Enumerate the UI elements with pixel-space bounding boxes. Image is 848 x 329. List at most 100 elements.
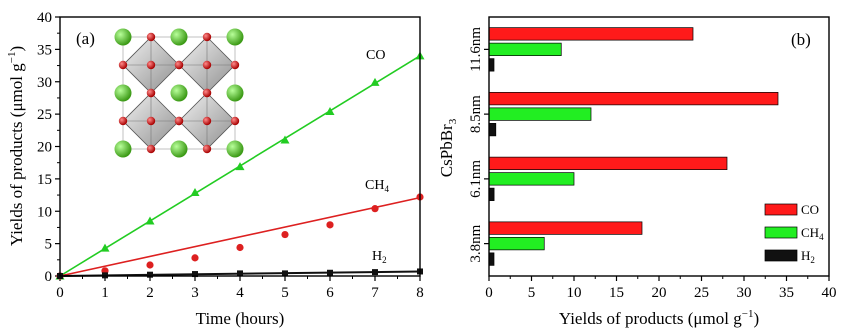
- x-tick-label: 0: [56, 285, 64, 301]
- panel-a-y-axis-title: Yields of products (μmol g−1): [6, 46, 26, 246]
- category-label: 3.8nm: [468, 224, 484, 262]
- series-label-h2: H2: [372, 249, 387, 265]
- bar: [488, 92, 779, 106]
- x-tick-label: 4: [236, 285, 244, 301]
- panel-b-bars: [488, 27, 779, 266]
- data-point: [192, 271, 198, 278]
- x-tick-label: 15: [609, 285, 624, 301]
- data-point: [237, 270, 243, 277]
- legend-label-h2: H2: [801, 248, 815, 265]
- red-atom: [230, 60, 240, 70]
- data-point: [146, 261, 154, 269]
- series-label-co: CO: [366, 48, 385, 63]
- x-tick-label: 20: [652, 285, 667, 301]
- data-point: [100, 243, 110, 252]
- fit-line: [59, 196, 421, 277]
- green-atom: [170, 28, 188, 46]
- x-tick-label: 3: [191, 285, 199, 301]
- data-point: [236, 243, 244, 252]
- bar: [488, 42, 562, 56]
- x-tick-label: 8: [416, 285, 424, 301]
- red-atom: [202, 60, 212, 70]
- x-tick-label: 30: [737, 285, 752, 301]
- crystal-structure-inset: [114, 28, 244, 158]
- green-atom: [226, 140, 244, 158]
- x-tick-label: 7: [371, 285, 379, 301]
- green-atom: [114, 140, 132, 158]
- red-atom: [146, 88, 156, 98]
- green-atom: [114, 28, 132, 46]
- y-tick-label: 30: [37, 75, 52, 91]
- x-tick-label: 40: [822, 285, 837, 301]
- panel-a-plot-frame: [59, 16, 421, 277]
- panel-b-x-axis-title: Yields of products (μmol g−1): [559, 308, 759, 328]
- red-atom: [202, 116, 212, 126]
- legend-swatch-ch4: [764, 226, 798, 239]
- y-tick-label: 20: [37, 140, 52, 156]
- red-atom: [146, 32, 156, 42]
- data-point: [371, 205, 379, 213]
- data-point: [370, 77, 380, 86]
- data-point: [190, 187, 200, 196]
- green-atom: [226, 84, 244, 102]
- green-atom: [170, 140, 188, 158]
- category-label: 11.6nm: [468, 27, 484, 72]
- category-label: 6.1nm: [468, 160, 484, 198]
- data-point: [280, 135, 290, 144]
- x-tick-label: 6: [326, 285, 334, 301]
- panel-b-label: (b): [791, 30, 811, 49]
- red-atom: [146, 144, 156, 154]
- x-tick-label: 35: [779, 285, 794, 301]
- x-tick-label: 5: [281, 285, 289, 301]
- data-point: [325, 107, 335, 116]
- panel-b-category-labels: 3.8nm 6.1nm 8.5nm 11.6nm: [468, 27, 484, 263]
- panel-b-plot-frame: [488, 16, 830, 277]
- bar: [488, 58, 495, 72]
- red-atom: [174, 60, 184, 70]
- panel-b-y-axis-title: CsPbBr3: [437, 118, 459, 177]
- series-label-ch4: CH4: [365, 178, 389, 194]
- red-atom: [174, 116, 184, 126]
- y-tick-label: 40: [37, 10, 52, 26]
- x-tick-label: 0: [485, 285, 493, 301]
- red-atom: [202, 144, 212, 154]
- data-point: [282, 270, 288, 277]
- data-point: [145, 216, 155, 225]
- y-tick-label: 5: [45, 237, 53, 253]
- red-atom: [146, 116, 156, 126]
- data-point: [235, 162, 245, 171]
- panel-a-x-axis-title: Time (hours): [196, 309, 285, 328]
- legend-label-ch4: CH4: [801, 225, 824, 242]
- legend-swatch-h2: [764, 249, 798, 262]
- panel-b-legend: CO CH4 H2: [764, 202, 824, 265]
- x-tick-label: 10: [567, 285, 582, 301]
- panel-b-x-tick-labels: 0 5 10 15 20 25 30 35 40: [485, 285, 836, 301]
- panel-a-x-tick-labels: 0 1 2 3 4 5 6 7 8: [56, 285, 424, 301]
- data-point: [281, 230, 289, 239]
- y-tick-label: 25: [37, 107, 52, 123]
- panel-b: 0 5 10 15 20 25 30 35 40 3.8nm 6.1nm 8.5nm 11.6nm (…: [437, 16, 837, 328]
- bar: [488, 237, 545, 251]
- bar: [488, 221, 643, 235]
- red-atom: [146, 60, 156, 70]
- panel-a-y-tick-labels: 0 5 10 15 20 25 30 35 40: [37, 10, 52, 285]
- bar: [488, 252, 495, 266]
- panel-a-series-labels: CO CH4 H2: [365, 48, 389, 265]
- x-tick-label: 5: [528, 285, 536, 301]
- x-tick-label: 25: [694, 285, 709, 301]
- x-tick-label: 1: [101, 285, 109, 301]
- y-tick-label: 0: [45, 269, 53, 285]
- bar: [488, 123, 497, 137]
- data-point: [147, 271, 153, 278]
- red-atom: [118, 116, 128, 126]
- red-atom: [202, 32, 212, 42]
- bar: [488, 156, 728, 170]
- data-point: [326, 221, 334, 229]
- bar: [488, 187, 495, 201]
- red-atom: [202, 88, 212, 98]
- red-atom: [230, 116, 240, 126]
- y-tick-label: 15: [37, 172, 52, 188]
- category-label: 8.5nm: [468, 95, 484, 133]
- data-point: [327, 269, 333, 276]
